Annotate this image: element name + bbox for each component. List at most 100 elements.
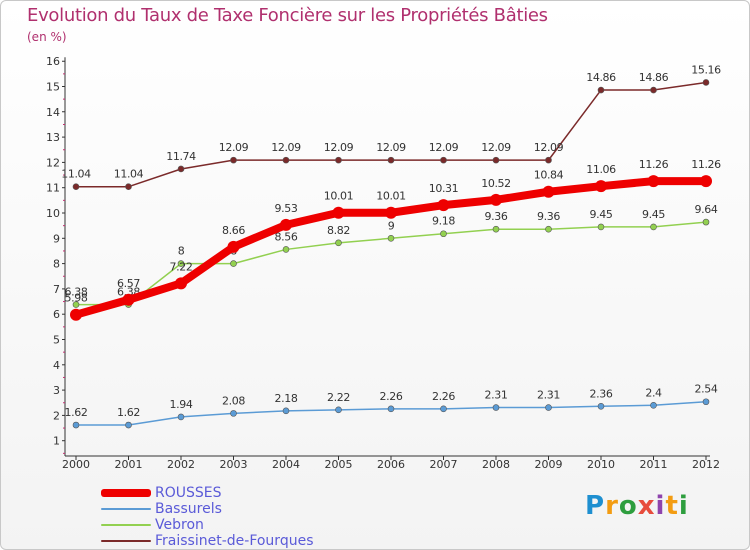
chart-legend: ROUSSES Bassurels Vebron Fraissinet-de-Four… [101, 485, 313, 549]
data-label: 2.31 [485, 389, 508, 402]
y-tick-label: 15 [46, 81, 60, 94]
data-point [490, 193, 502, 206]
data-label: 8.56 [275, 230, 298, 243]
data-label: 10.31 [429, 182, 459, 195]
data-point [702, 398, 710, 406]
data-label: 9.64 [695, 203, 718, 216]
data-point [230, 410, 237, 417]
data-point [702, 218, 710, 226]
data-label: 8.82 [327, 224, 350, 237]
data-point [650, 223, 657, 231]
y-tick-label: 2 [53, 409, 60, 422]
data-label: 8 [178, 245, 185, 258]
data-point [545, 225, 552, 233]
legend-label: Fraissinet-de-Fourques [155, 533, 314, 549]
data-label: 11.26 [639, 158, 669, 171]
data-label: 5.98 [65, 292, 88, 305]
data-label: 10.01 [376, 190, 406, 203]
data-point [122, 293, 135, 306]
data-point [387, 405, 395, 413]
data-label: 2.31 [537, 389, 560, 402]
data-label: 12.09 [534, 141, 564, 154]
y-tick-label: 5 [53, 334, 60, 347]
data-label: 14.86 [586, 71, 616, 84]
legend-label: Bassurels [155, 501, 222, 517]
data-label: 11.04 [114, 168, 144, 181]
data-label: 2.08 [222, 394, 245, 407]
legend-swatch [101, 489, 151, 497]
data-point [545, 156, 552, 164]
data-point [335, 406, 342, 414]
x-tick-label: 2009 [535, 458, 563, 471]
data-point [177, 165, 185, 173]
x-tick-label: 2002 [167, 458, 195, 471]
data-point [282, 156, 290, 164]
data-point [125, 421, 132, 429]
y-tick-label: 6 [53, 308, 60, 321]
data-point [437, 199, 450, 212]
x-tick-label: 2003 [220, 458, 248, 471]
logo-letter: P [585, 491, 606, 521]
data-label: 11.06 [586, 163, 616, 176]
data-point [335, 156, 342, 164]
data-label: 2.36 [590, 387, 613, 400]
data-label: 11.26 [691, 158, 721, 171]
data-point [650, 86, 657, 94]
data-point [702, 79, 710, 86]
x-tick-label: 2000 [62, 458, 90, 471]
data-label: 14.86 [639, 71, 669, 84]
data-label: 11.04 [61, 168, 91, 181]
data-point [597, 402, 605, 410]
legend-label: ROUSSES [155, 485, 222, 501]
data-point [175, 277, 187, 290]
data-point [595, 180, 607, 193]
y-tick-label: 9 [53, 232, 60, 245]
logo-letter: r [605, 491, 619, 521]
data-point [282, 246, 290, 253]
data-label: 9.53 [275, 202, 298, 215]
data-point [492, 156, 500, 164]
data-label: 12.09 [219, 141, 249, 154]
data-point [177, 413, 185, 421]
y-tick-label: 16 [46, 55, 60, 68]
x-tick-label: 2012 [692, 458, 720, 471]
data-point [282, 407, 290, 415]
data-point [440, 230, 447, 238]
legend-swatch [101, 524, 151, 526]
data-label: 11.74 [166, 150, 196, 163]
y-tick-label: 14 [46, 106, 60, 119]
data-label: 10.52 [481, 177, 511, 190]
data-label: 8.66 [222, 224, 245, 237]
y-tick-label: 8 [53, 258, 60, 271]
x-tick-label: 2011 [640, 458, 668, 471]
data-label: 2.22 [327, 391, 350, 404]
data-point [280, 218, 292, 231]
x-tick-label: 2004 [272, 458, 300, 471]
data-label: 2.4 [645, 386, 662, 399]
data-point [440, 156, 447, 164]
legend-item: Fraissinet-de-Fourques [101, 533, 313, 549]
data-point [387, 235, 395, 242]
data-label: 15.16 [691, 63, 721, 76]
data-label: 9.36 [485, 210, 508, 223]
y-tick-label: 10 [46, 207, 60, 220]
data-label: 2.26 [432, 390, 455, 403]
data-label: 12.09 [376, 141, 406, 154]
data-point [72, 301, 80, 308]
data-label: 12.09 [481, 141, 511, 154]
data-label: 12.09 [324, 141, 354, 154]
y-tick-label: 1 [53, 435, 60, 448]
data-point [230, 156, 237, 164]
data-label: 9.45 [590, 208, 613, 221]
legend-swatch [101, 508, 151, 510]
data-point [227, 240, 240, 253]
y-tick-label: 11 [46, 182, 60, 195]
data-label: 2.18 [275, 392, 298, 405]
data-label: 2.26 [380, 390, 403, 403]
data-label: 1.62 [117, 406, 140, 419]
legend-item: ROUSSES [101, 485, 313, 501]
y-tick-label: 3 [53, 384, 60, 397]
data-point [385, 206, 397, 219]
data-point [492, 404, 500, 411]
